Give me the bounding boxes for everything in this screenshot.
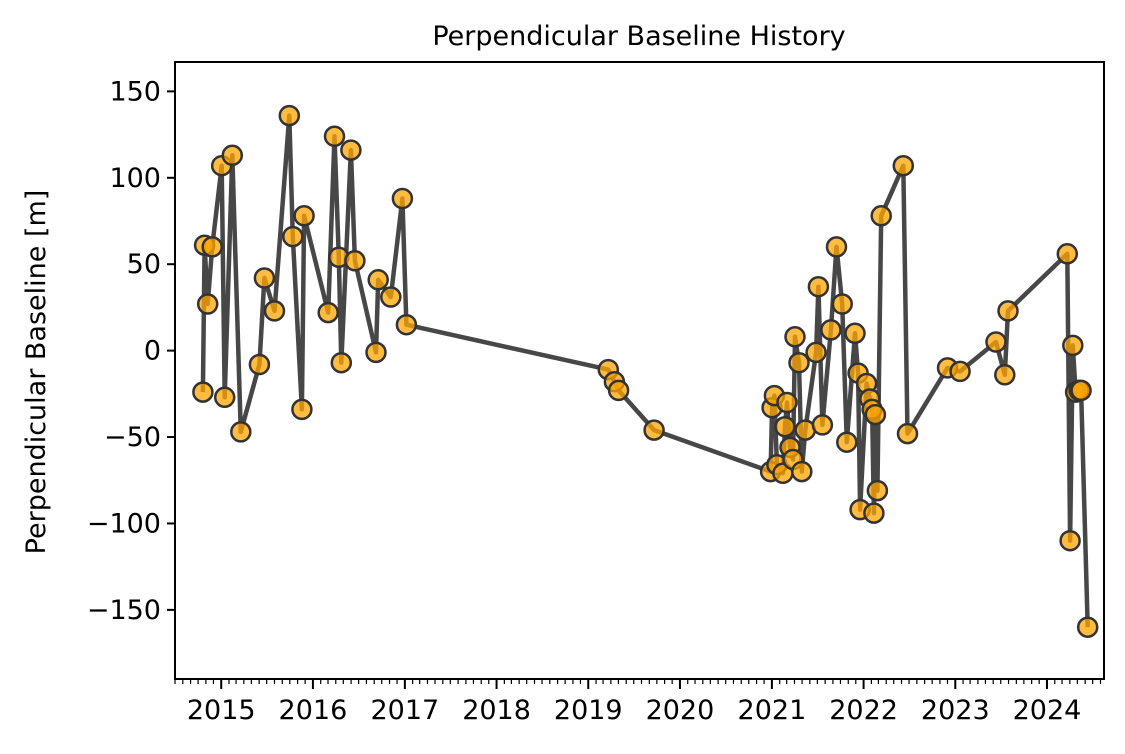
x-tick-label: 2022 <box>829 695 898 726</box>
x-tick-label: 2016 <box>279 695 348 726</box>
data-point <box>863 502 885 524</box>
y-tick-label: −50 <box>104 422 161 453</box>
x-tick-label: 2015 <box>187 695 256 726</box>
data-point <box>844 322 866 345</box>
data-point <box>196 293 219 315</box>
data-point <box>391 187 414 210</box>
data-point <box>985 331 1007 353</box>
data-point <box>896 422 919 445</box>
data-point <box>807 275 830 298</box>
data-point <box>866 479 889 502</box>
data-point <box>317 301 339 324</box>
data-point <box>784 326 806 348</box>
data-point <box>201 236 223 258</box>
x-tick-label: 2020 <box>646 695 715 726</box>
x-tick-label: 2024 <box>1013 695 1082 726</box>
data-point <box>774 415 796 438</box>
data-point <box>949 360 971 383</box>
data-point <box>278 104 301 127</box>
data-point <box>820 319 842 341</box>
data-point <box>776 391 798 414</box>
data-point <box>263 300 286 322</box>
data-point <box>997 300 1019 322</box>
data-point <box>330 351 353 374</box>
plot-area <box>192 104 1099 638</box>
data-point <box>1076 616 1099 638</box>
y-tick-label: 50 <box>127 249 161 280</box>
data-point <box>831 293 853 315</box>
y-axis: 150 100 50 0 −50 −100 −150 <box>87 76 175 626</box>
data-point <box>323 125 346 148</box>
data-point <box>395 313 418 336</box>
data-point <box>1062 334 1084 357</box>
data-point <box>864 403 887 426</box>
data-point <box>293 205 315 227</box>
data-point <box>367 269 389 291</box>
data-point <box>805 341 827 364</box>
data-point <box>811 414 834 436</box>
data-point <box>825 236 848 258</box>
y-axis-label: Perpendicular Baseline [m] <box>21 190 52 555</box>
x-axis: 2015 2016 2017 2018 2019 2020 2021 2022 2023 2024 <box>174 679 1102 726</box>
x-tick-label: 2018 <box>462 695 531 726</box>
data-point <box>340 139 362 161</box>
data-point <box>365 341 387 364</box>
data-point <box>253 267 276 289</box>
y-tick-label: −100 <box>87 508 161 539</box>
data-point <box>380 286 402 308</box>
data-point <box>291 398 313 421</box>
y-tick-label: −150 <box>87 595 161 626</box>
chart-title: Perpendicular Baseline History <box>432 21 845 52</box>
data-point <box>230 421 252 443</box>
data-point <box>836 431 858 453</box>
data-point <box>1059 529 1081 552</box>
y-tick-label: 100 <box>109 163 161 194</box>
data-point <box>791 460 813 483</box>
plot-frame <box>174 61 1105 680</box>
data-point <box>248 353 271 376</box>
x-tick-label: 2019 <box>554 695 623 726</box>
data-point <box>344 250 366 272</box>
data-point <box>282 225 304 248</box>
data-point <box>994 364 1016 386</box>
data-point <box>788 351 810 374</box>
data-point <box>213 386 236 409</box>
data-point <box>221 144 244 167</box>
data-point <box>870 205 892 227</box>
y-tick-label: 0 <box>144 336 161 367</box>
data-point <box>643 419 665 441</box>
x-tick-label: 2021 <box>738 695 807 726</box>
x-tick-label: 2017 <box>371 695 440 726</box>
data-point <box>607 379 630 402</box>
data-point <box>192 381 214 403</box>
data-point <box>1070 379 1092 402</box>
data-point <box>1056 243 1079 265</box>
y-tick-label: 150 <box>109 76 161 107</box>
data-point <box>892 154 915 177</box>
x-tick-label: 2023 <box>921 695 990 726</box>
